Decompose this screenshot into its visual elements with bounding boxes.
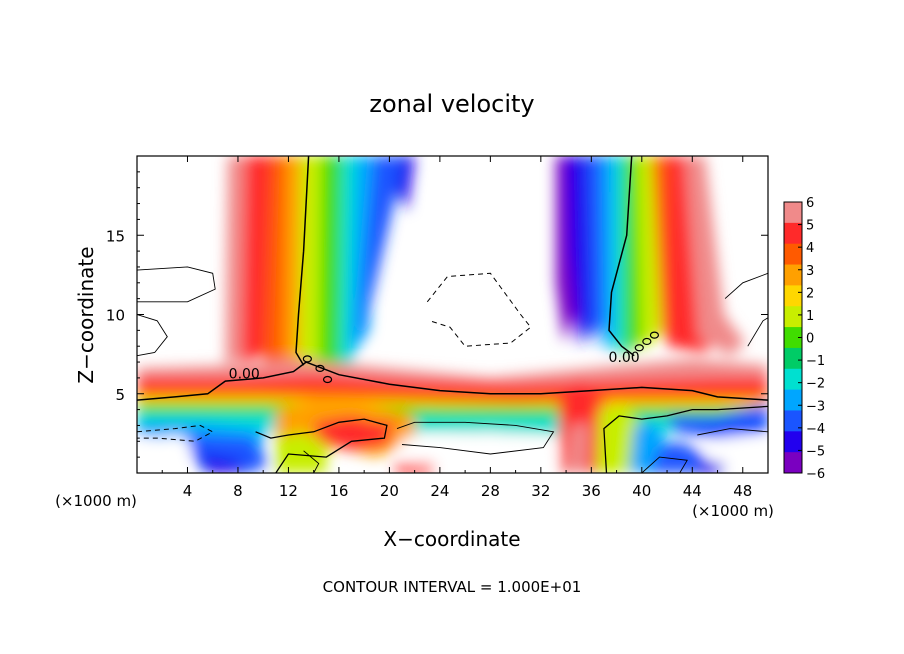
thin-contour: [697, 428, 768, 436]
field-region: [349, 156, 377, 359]
x-tick-label: 4: [183, 482, 193, 500]
small-contour-loop: [302, 355, 312, 363]
contour-label: 0.00: [609, 350, 640, 366]
colorbar-swatch: [784, 285, 802, 307]
x-tick-label: 8: [233, 482, 243, 500]
colorbar-tick-label: 3: [806, 264, 814, 279]
small-contour-loop: [315, 364, 325, 372]
small-contour-loop: [322, 375, 333, 384]
thin-contour: [747, 317, 768, 347]
colorbar-tick-label: −5: [806, 444, 825, 459]
colorbar-tick-label: −2: [806, 377, 825, 392]
colorbar-swatch: [784, 410, 802, 432]
colorbar-swatch: [784, 347, 802, 370]
field-gap: [402, 431, 554, 467]
x-tick-label: 24: [430, 482, 449, 500]
dashed-contour: [426, 272, 532, 347]
colorbar: 6 5 4 3 2 1 0 −1 −2 −3 −4 −5 −6: [783, 196, 825, 482]
colorbar-swatch: [784, 243, 802, 266]
colorbar-swatch: [784, 327, 802, 349]
x-tick-label: 32: [531, 482, 550, 500]
x-tick-label: 36: [582, 482, 601, 500]
thin-contour: [137, 266, 216, 303]
field-region: [370, 419, 396, 435]
x-tick-label: 12: [279, 482, 298, 500]
field-gap: [137, 435, 193, 473]
y-tick-label: 5: [115, 386, 125, 404]
contour-label: 0.00: [229, 367, 260, 383]
field-region: [200, 454, 246, 473]
field-region: [684, 156, 746, 356]
colorbar-tick-label: 0: [806, 332, 814, 347]
colorbar-swatch: [784, 264, 802, 286]
contour-interval-note: CONTOUR INTERVAL = 1.000E+01: [323, 578, 582, 596]
dashed-contour: [137, 424, 214, 442]
small-contour-loop: [642, 337, 652, 346]
colorbar-tick-label: 4: [806, 241, 814, 256]
colorbar-swatch: [784, 222, 802, 245]
y-tick-label: 15: [106, 227, 125, 245]
colorbar-tick-label: −1: [806, 354, 825, 369]
field-region: [692, 460, 724, 473]
small-contour-loop: [649, 331, 660, 339]
colorbar-tick-label: 6: [806, 196, 814, 211]
thin-contour: [724, 272, 768, 299]
colorbar-swatch: [784, 389, 802, 411]
thin-contour: [641, 456, 688, 473]
colorbar-tick-label: 1: [806, 309, 814, 324]
colorbar-tick-label: 5: [806, 219, 814, 234]
y-tick-label: 10: [106, 307, 125, 325]
thin-contour: [396, 421, 555, 455]
x-axis: 4 8 12 16 20 24 28 32 36 40 44 48: [161, 156, 752, 500]
thin-contour: [137, 314, 168, 357]
x-tick-label: 44: [683, 482, 702, 500]
field-region: [275, 431, 327, 473]
zero-contour: [608, 156, 635, 357]
field-region: [357, 156, 409, 347]
field-gap: [699, 438, 768, 467]
field-region: [596, 403, 642, 473]
field-region: [566, 422, 589, 473]
x-tick-label: 48: [733, 482, 752, 500]
chart-title: zonal velocity: [369, 90, 534, 118]
contour-labels: 0.00 0.00: [229, 350, 640, 383]
colorbar-tick-label: −3: [806, 399, 825, 414]
colorbar-swatch: [784, 368, 802, 391]
colorbar-swatch: [784, 452, 802, 474]
zero-contour: [137, 361, 768, 401]
field-region: [649, 441, 705, 473]
zero-contour: [255, 418, 388, 473]
colorbar-swatch: [784, 431, 802, 453]
small-contour-loop: [634, 344, 644, 352]
y-axis-label: Z−coordinate: [74, 246, 98, 383]
colorbar-tick-label: −4: [806, 422, 825, 437]
x-unit-left: (×1000 m): [55, 492, 137, 510]
x-tick-label: 16: [329, 482, 348, 500]
colorbar-swatch: [784, 306, 802, 328]
field-region: [397, 156, 415, 212]
y-axis: 5 10 15: [106, 171, 768, 458]
x-unit-right: (×1000 m): [692, 502, 774, 520]
heatmap-field: [137, 156, 768, 473]
zero-contour: [295, 156, 310, 366]
x-tick-label: 20: [380, 482, 399, 500]
x-tick-label: 28: [481, 482, 500, 500]
thin-contour: [303, 450, 320, 473]
x-axis-label: X−coordinate: [383, 527, 520, 551]
x-tick-label: 40: [632, 482, 651, 500]
colorbar-tick-label: 2: [806, 286, 814, 301]
colorbar-tick-label: −6: [806, 467, 825, 482]
zero-contour: [603, 405, 768, 473]
colorbar-swatch: [784, 202, 802, 224]
field-region: [395, 463, 434, 473]
